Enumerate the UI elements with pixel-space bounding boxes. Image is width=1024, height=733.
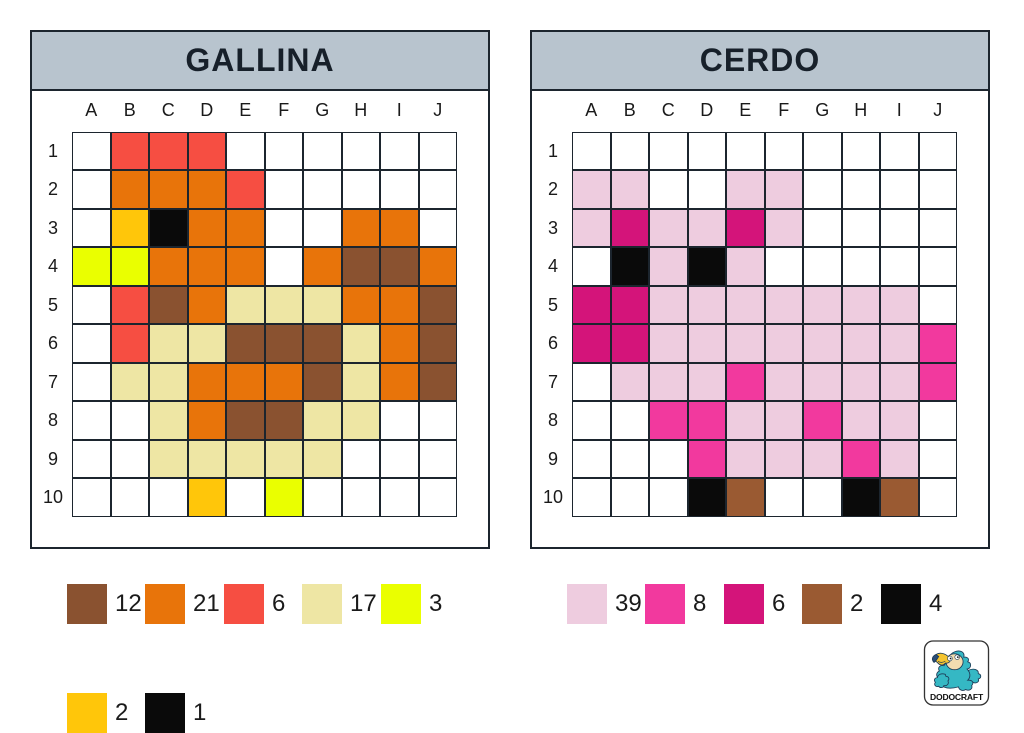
svg-text:DODOCRAFT: DODOCRAFT	[930, 692, 984, 702]
